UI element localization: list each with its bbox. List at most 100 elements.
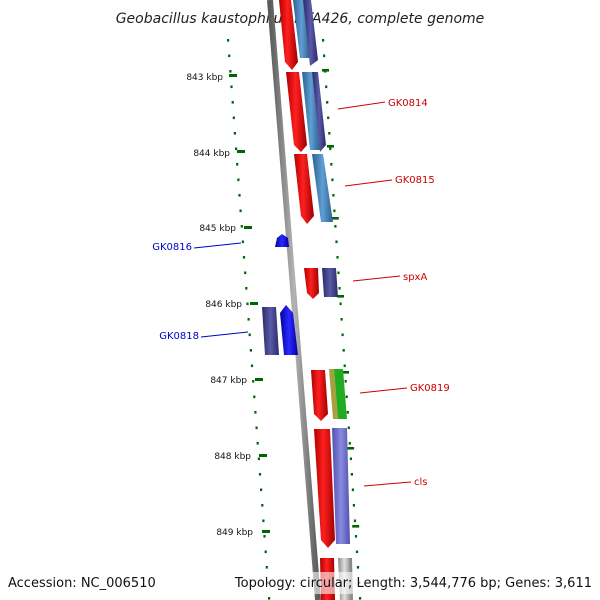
ruler-dot xyxy=(260,488,263,492)
ruler-dot xyxy=(348,442,351,445)
misc-gk0818[interactable] xyxy=(262,307,279,355)
feature-track xyxy=(262,0,353,600)
cds-gk0815[interactable] xyxy=(294,154,314,224)
ruler-dot xyxy=(335,240,338,244)
svg-text:cls: cls xyxy=(414,477,428,488)
ruler-dot xyxy=(339,302,342,306)
gene-label-gk0816[interactable]: GK0816 xyxy=(152,242,242,253)
ruler-dot xyxy=(333,209,336,213)
ruler-dot xyxy=(227,39,230,42)
ruler-dot xyxy=(331,178,334,182)
ruler-dot xyxy=(262,519,265,523)
ruler-dot xyxy=(359,597,362,600)
svg-text:GK0815: GK0815 xyxy=(395,175,435,186)
svg-text:GK0818: GK0818 xyxy=(159,331,199,342)
misc-gk0814[interactable] xyxy=(312,72,326,152)
gene-label-cls[interactable]: cls xyxy=(363,477,428,488)
gene-label-gk0819[interactable]: GK0819 xyxy=(359,383,450,394)
cds-gk0819[interactable] xyxy=(311,370,328,421)
ruler-dot xyxy=(247,318,250,321)
ruler-dot xyxy=(263,535,266,538)
svg-text:849 kbp: 849 kbp xyxy=(216,528,253,538)
svg-text:GK0816: GK0816 xyxy=(152,242,192,253)
ruler-dot xyxy=(245,287,248,290)
cds-gk0814[interactable] xyxy=(286,72,307,152)
tick-845: 845 kbp xyxy=(199,224,252,234)
ruler-dot xyxy=(347,426,350,430)
svg-text:846 kbp: 846 kbp xyxy=(205,300,242,310)
cds-gk0816[interactable] xyxy=(275,234,289,247)
ruler-major-tick xyxy=(342,371,349,374)
ruler-dot xyxy=(352,504,355,507)
tick-843: 843 kbp xyxy=(186,73,237,83)
ruler-dot xyxy=(342,349,345,352)
misc-cls[interactable] xyxy=(332,428,350,544)
ruler-dot xyxy=(326,101,329,104)
feature-gk0819-olive[interactable] xyxy=(329,369,338,419)
topology-backdrop xyxy=(260,572,600,594)
ruler-dot xyxy=(327,116,330,120)
ruler-dot xyxy=(345,395,348,399)
ruler-major-tick xyxy=(352,525,360,528)
ruler-dot xyxy=(235,147,238,151)
ruler-dot xyxy=(337,271,340,275)
genome-backbone xyxy=(267,0,321,600)
ruler-dot xyxy=(246,302,249,306)
svg-text:848 kbp: 848 kbp xyxy=(214,452,251,462)
ruler-dot xyxy=(258,473,262,476)
ruler-dot xyxy=(350,473,353,476)
ruler-dot xyxy=(264,550,267,554)
rna-gk0815[interactable] xyxy=(312,154,333,222)
rna-feature-top[interactable] xyxy=(293,0,310,58)
gene-label-gk0818[interactable]: GK0818 xyxy=(159,331,249,342)
ruler-dot xyxy=(248,333,251,337)
ruler-dot xyxy=(244,271,247,275)
ruler-dot xyxy=(240,225,243,228)
ruler-dot xyxy=(261,504,264,507)
svg-text:GK0819: GK0819 xyxy=(410,383,450,394)
ruler-dot xyxy=(354,535,358,538)
ruler-dot xyxy=(349,457,352,461)
ruler-dot xyxy=(254,411,257,414)
cds-spxa[interactable] xyxy=(304,268,319,299)
ruler-dot xyxy=(356,566,360,569)
misc-feature-top[interactable] xyxy=(303,0,318,66)
ruler-dot xyxy=(230,85,233,89)
cds-cls[interactable] xyxy=(314,429,335,548)
ruler-dot xyxy=(257,457,260,461)
misc-spxa[interactable] xyxy=(322,268,338,297)
gene-label-gk0814[interactable]: GK0814 xyxy=(337,98,428,110)
svg-text:845 kbp: 845 kbp xyxy=(199,224,236,234)
ruler-dot xyxy=(237,178,240,182)
feature-gk0819-green[interactable] xyxy=(334,369,347,419)
svg-text:GK0814: GK0814 xyxy=(388,98,428,109)
ruler-dot xyxy=(328,132,331,135)
ruler-dot xyxy=(325,85,328,89)
svg-text:847 kbp: 847 kbp xyxy=(210,376,247,386)
rna-gk0814[interactable] xyxy=(302,72,320,150)
tick-849: 849 kbp xyxy=(216,528,270,538)
ruler-dot xyxy=(249,349,252,352)
cds-forward-partial-top[interactable] xyxy=(279,0,298,70)
ruler-dot xyxy=(250,364,254,368)
gene-label-gk0815[interactable]: GK0815 xyxy=(344,175,435,187)
tick-844: 844 kbp xyxy=(193,149,245,159)
ruler-dot xyxy=(265,566,268,569)
accession-backdrop xyxy=(0,570,260,594)
ruler-dot xyxy=(241,240,244,244)
ruler-dot xyxy=(343,364,346,368)
ruler-dot xyxy=(231,101,234,104)
ruler-dot xyxy=(252,380,255,383)
ruler-dot xyxy=(268,597,271,600)
tick-848: 848 kbp xyxy=(214,452,267,462)
gene-labels: GK0814 GK0815 GK0816 spxA GK0818 GK0819 … xyxy=(152,98,450,488)
cds-gk0818[interactable] xyxy=(280,305,298,355)
ruler-dot xyxy=(236,163,239,166)
ruler-major-tick xyxy=(322,69,329,72)
gene-label-spxa[interactable]: spxA xyxy=(352,272,427,283)
ruler-major-tick xyxy=(331,217,339,220)
topology-text: Topology: circular; Length: 3,544,776 bp… xyxy=(234,576,592,591)
ruler-dot xyxy=(228,54,231,58)
ruler-dot xyxy=(344,380,347,383)
